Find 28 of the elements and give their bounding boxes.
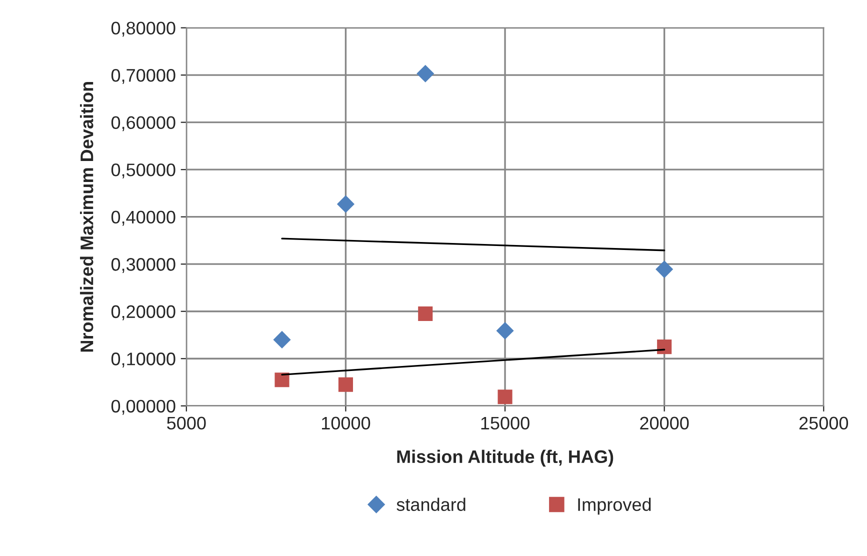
y-axis-title: Nromalized Maximum Devaition [80, 82, 94, 352]
y-tick-label: 0,20000 [111, 305, 176, 320]
legend-label: Improved [578, 498, 651, 515]
point [656, 260, 674, 278]
y-tick-label: 0,00000 [111, 400, 176, 415]
x-tick-label: 10000 [322, 416, 370, 430]
x-axis-title: Mission Altitude (ft, HAG) [397, 450, 614, 467]
y-tick-label: 0,10000 [111, 352, 176, 368]
point [273, 330, 291, 348]
legend-label: standard [396, 498, 466, 512]
point [418, 306, 433, 322]
point [657, 340, 672, 354]
point [496, 322, 514, 340]
y-tick-label: 0,60000 [111, 116, 176, 132]
y-tick-label: 0,50000 [111, 164, 176, 178]
y-tick-label: 0,40000 [111, 210, 176, 226]
point [416, 64, 434, 82]
x-tick-label: 15000 [481, 416, 530, 430]
y-tick-label: 0,30000 [111, 258, 176, 273]
y-tick-label: 0,70000 [111, 68, 176, 84]
point [336, 195, 354, 213]
y-tick-label: 0,80000 [111, 22, 176, 37]
x-tick-label: 25000 [799, 416, 848, 430]
x-tick-label: 20000 [640, 416, 689, 430]
x-tick-label: 5000 [167, 416, 206, 430]
point [338, 377, 353, 392]
point [274, 372, 290, 388]
point [498, 390, 512, 404]
